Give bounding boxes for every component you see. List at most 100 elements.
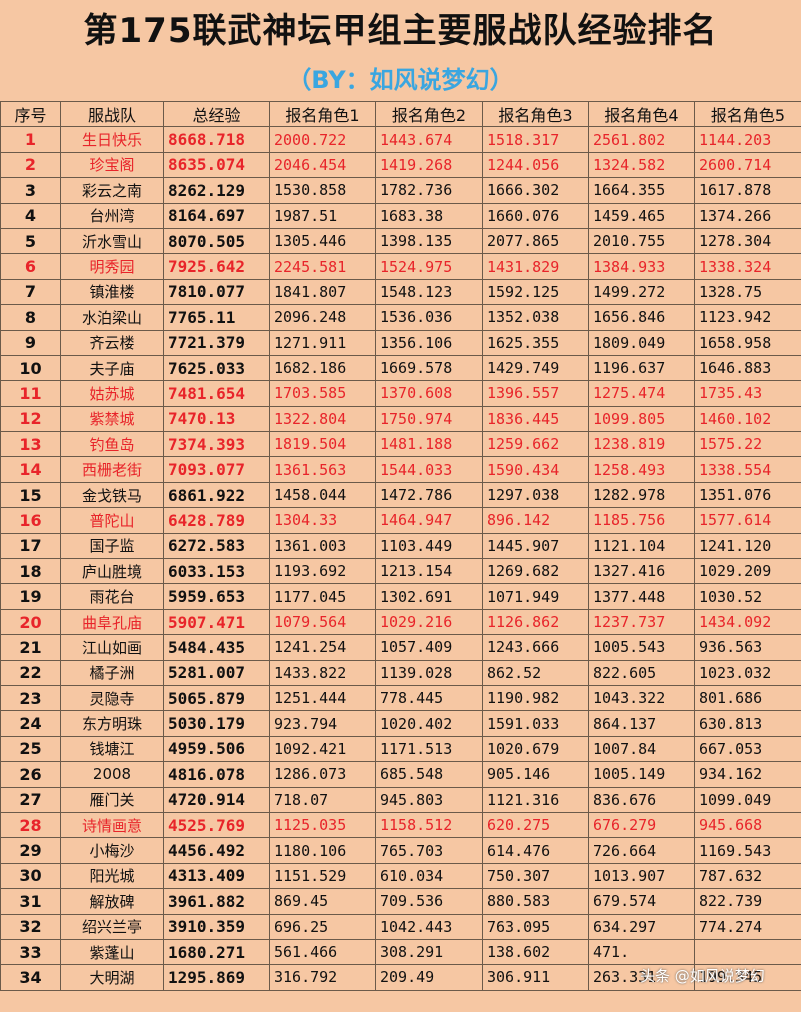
role2-exp: 1683.38 [375, 202, 483, 229]
role3-exp: 1429.749 [482, 354, 589, 382]
role3-exp: 2077.865 [482, 227, 589, 255]
role5-exp: 1575.22 [694, 431, 801, 458]
role4-exp: 1099.805 [588, 405, 695, 433]
role2-exp: 765.703 [375, 837, 483, 864]
table-row: 4 台州湾 8164.697 1987.51 1683.38 1660.076 1459.4… [0, 202, 801, 229]
role5-exp: 1099.049 [694, 786, 801, 813]
role1-exp: 1361.563 [269, 456, 376, 483]
role1-exp: 1987.51 [269, 202, 376, 229]
role4-exp: 1013.907 [588, 862, 695, 890]
row-index: 5 [0, 227, 61, 255]
header-role2: 报名角色2 [375, 100, 483, 128]
table-row: 5 沂水雪山 8070.505 1305.446 1398.135 2077.865 201… [0, 227, 801, 255]
role3-exp: 1625.355 [482, 329, 589, 356]
role3-exp: 896.142 [482, 507, 589, 534]
role2-exp: 1057.409 [375, 634, 483, 661]
role5-exp: 1144.203 [694, 126, 801, 153]
role3-exp: 1126.862 [482, 608, 589, 636]
role5-exp: 1434.092 [694, 608, 801, 636]
role5-exp: 1338.554 [694, 456, 801, 483]
team-name: 橘子洲 [60, 659, 164, 686]
row-index: 3 [0, 177, 61, 204]
total-exp: 5959.653 [163, 583, 270, 610]
table-row: 16 普陀山 6428.789 1304.33 1464.947 896.142 1185.… [0, 507, 801, 534]
role1-exp: 1682.186 [269, 354, 376, 382]
table-row: 13 钓鱼岛 7374.393 1819.504 1481.188 1259.662 123… [0, 431, 801, 458]
table-body: 1 生日快乐 8668.718 2000.722 1443.674 1518.317 256… [0, 126, 801, 991]
role1-exp: 1304.33 [269, 507, 376, 534]
role4-exp: 1007.84 [588, 735, 695, 763]
team-name: 雨花台 [60, 583, 164, 610]
table-row: 14 西栅老街 7093.077 1361.563 1544.033 1590.434 12… [0, 456, 801, 483]
table-row: 21 江山如画 5484.435 1241.254 1057.409 1243.666 10… [0, 634, 801, 661]
table-header-row: 序号 服战队 总经验 报名角色1 报名角色2 报名角色3 报名角色4 报名角色5 [0, 100, 801, 128]
role1-exp: 1322.804 [269, 405, 376, 433]
role4-exp: 822.605 [588, 659, 695, 686]
role4-exp: 1282.978 [588, 481, 695, 509]
role2-exp: 1419.268 [375, 151, 483, 179]
table-row: 22 橘子洲 5281.007 1433.822 1139.028 862.52 822.6… [0, 659, 801, 686]
role3-exp: 1431.829 [482, 253, 589, 280]
role4-exp: 1809.049 [588, 329, 695, 356]
team-name: 夫子庙 [60, 354, 164, 382]
team-name: 钱塘江 [60, 735, 164, 763]
total-exp: 8262.129 [163, 177, 270, 204]
team-name: 雁门关 [60, 786, 164, 813]
role2-exp: 1020.402 [375, 710, 483, 737]
role4-exp: 726.664 [588, 837, 695, 864]
role2-exp: 1536.036 [375, 304, 483, 331]
row-index: 2 [0, 151, 61, 179]
role1-exp: 1458.044 [269, 481, 376, 509]
role4-exp: 1499.272 [588, 278, 695, 306]
role2-exp: 945.803 [375, 786, 483, 813]
row-index: 10 [0, 354, 61, 382]
team-name: 绍兴兰亭 [60, 913, 164, 940]
total-exp: 5065.879 [163, 684, 270, 712]
role1-exp: 923.794 [269, 710, 376, 737]
team-name: 金戈铁马 [60, 481, 164, 509]
role4-exp: 2010.755 [588, 227, 695, 255]
role1-exp: 1361.003 [269, 532, 376, 560]
total-exp: 4720.914 [163, 786, 270, 813]
row-index: 22 [0, 659, 61, 686]
table-row: 8 水泊梁山 7765.11 2096.248 1536.036 1352.038 1656… [0, 304, 801, 331]
row-index: 13 [0, 431, 61, 458]
role4-exp: 1275.474 [588, 380, 695, 407]
row-index: 19 [0, 583, 61, 610]
role1-exp: 1193.692 [269, 558, 376, 585]
table-row: 23 灵隐寺 5065.879 1251.444 778.445 1190.982 1043… [0, 684, 801, 712]
team-name: 台州湾 [60, 202, 164, 229]
role4-exp: 1005.149 [588, 761, 695, 788]
role1-exp: 1180.106 [269, 837, 376, 864]
table-row: 1 生日快乐 8668.718 2000.722 1443.674 1518.317 256… [0, 126, 801, 153]
role2-exp: 1139.028 [375, 659, 483, 686]
role1-exp: 1125.035 [269, 811, 376, 839]
team-name: 彩云之南 [60, 177, 164, 204]
table-row: 17 国子监 6272.583 1361.003 1103.449 1445.907 112… [0, 532, 801, 560]
row-index: 6 [0, 253, 61, 280]
role5-exp: 801.686 [694, 684, 801, 712]
row-index: 26 [0, 761, 61, 788]
role2-exp: 1302.691 [375, 583, 483, 610]
role3-exp: 1020.679 [482, 735, 589, 763]
total-exp: 8070.505 [163, 227, 270, 255]
team-name: 生日快乐 [60, 126, 164, 153]
role5-exp: 934.162 [694, 761, 801, 788]
row-index: 8 [0, 304, 61, 331]
table-row: 30 阳光城 4313.409 1151.529 610.034 750.307 1013.… [0, 862, 801, 890]
team-name: 庐山胜境 [60, 558, 164, 585]
role3-exp: 1660.076 [482, 202, 589, 229]
role5-exp: 1278.304 [694, 227, 801, 255]
ranking-table: 序号 服战队 总经验 报名角色1 报名角色2 报名角色3 报名角色4 报名角色5… [0, 100, 801, 991]
team-name: 大明湖 [60, 964, 164, 991]
role1-exp: 1305.446 [269, 227, 376, 255]
role3-exp: 614.476 [482, 837, 589, 864]
role3-exp: 1518.317 [482, 126, 589, 153]
row-index: 27 [0, 786, 61, 813]
role5-exp: 1351.076 [694, 481, 801, 509]
total-exp: 8164.697 [163, 202, 270, 229]
role2-exp: 1443.674 [375, 126, 483, 153]
role5-exp: 945.668 [694, 811, 801, 839]
role3-exp: 1590.434 [482, 456, 589, 483]
header-role5: 报名角色5 [694, 100, 801, 128]
